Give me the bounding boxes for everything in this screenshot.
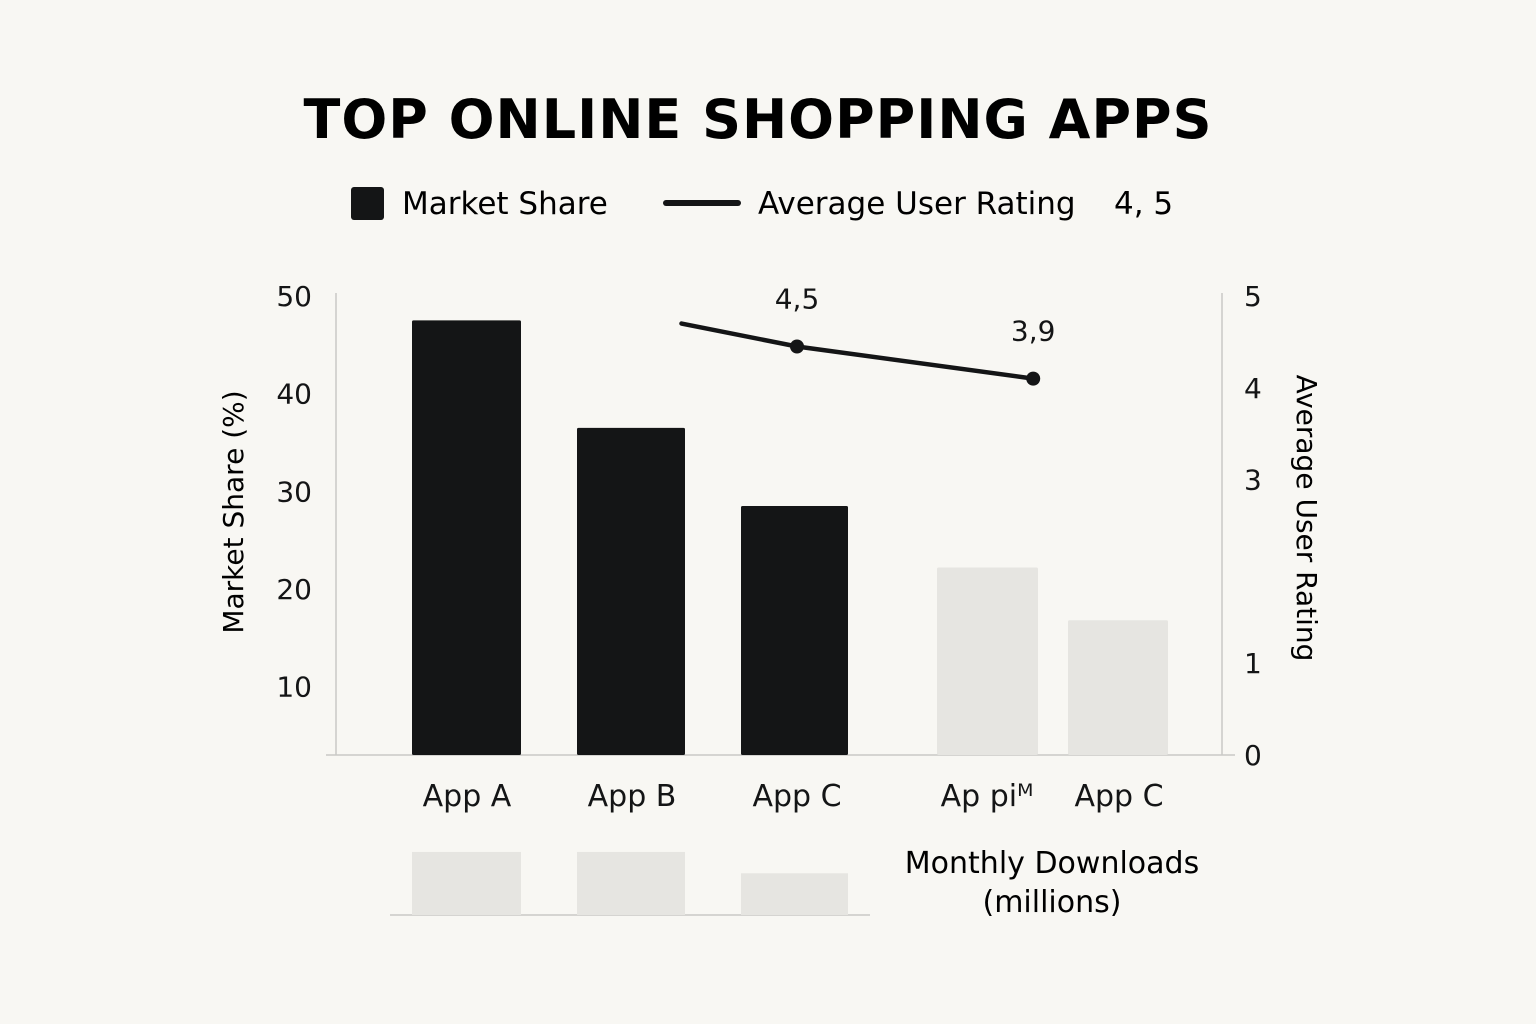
- category-label-0: App A: [423, 779, 512, 814]
- y-left-tick-label-4: 50: [276, 280, 312, 313]
- legend-label-market-share: Market Share: [402, 186, 608, 222]
- downloads-label-line2: (millions): [983, 885, 1122, 920]
- bar-1: [577, 427, 685, 755]
- bar-2: [741, 505, 848, 755]
- category-label-4: App C: [1074, 779, 1163, 814]
- rating-line: [679, 321, 1036, 381]
- y-right-tick-label-0: 0: [1244, 739, 1262, 772]
- chart-title: TOP ONLINE SHOPPING APPS: [304, 88, 1213, 151]
- category-label-3: Ap piᴹ: [941, 779, 1034, 814]
- rating-point-1: [790, 339, 804, 354]
- y-right-tick-label-2: 3: [1244, 464, 1262, 497]
- bar-4: [1068, 620, 1168, 755]
- y-left-tick-label-2: 30: [276, 475, 312, 508]
- downloads-bar-2: [741, 873, 848, 915]
- category-labels: App A App B App C Ap piᴹ App C: [423, 779, 1164, 814]
- y-left-tick-label-0: 10: [276, 671, 312, 704]
- downloads-bars: [412, 851, 848, 915]
- legend-extra-value: 4, 5: [1114, 186, 1173, 222]
- y-right-tick-label-1: 1: [1244, 647, 1262, 680]
- y-left-tick-label-1: 20: [276, 573, 312, 606]
- market-share-bars: [412, 320, 1168, 755]
- rating-data-label-1: 4,5: [775, 282, 820, 315]
- category-label-2: App C: [752, 779, 841, 814]
- legend-label-average-user-rating: Average User Rating: [758, 186, 1076, 222]
- y-right-tick-label-3: 4: [1244, 372, 1262, 405]
- bar-0: [412, 320, 521, 755]
- bar-3: [937, 567, 1038, 755]
- legend-swatch-market-share: [351, 187, 384, 220]
- category-label-1: App B: [588, 779, 677, 814]
- y-axis-right-ticks: 0 1 3 4 5: [1244, 280, 1262, 772]
- y-axis-left-title: Market Share (%): [217, 390, 250, 633]
- downloads-bar-1: [577, 851, 685, 915]
- downloads-bar-0: [412, 851, 521, 915]
- y-axis-left-ticks: 10 20 30 40 50: [276, 280, 312, 704]
- y-axis-right-title: Average User Rating: [1290, 375, 1323, 662]
- rating-data-label-2: 3,9: [1011, 315, 1056, 348]
- y-right-tick-label-4: 5: [1244, 280, 1262, 313]
- rating-point-2: [1026, 371, 1041, 386]
- rating-line-series: 4,5 3,9: [679, 282, 1056, 386]
- y-left-tick-label-3: 40: [276, 378, 312, 411]
- downloads-label-line1: Monthly Downloads: [905, 846, 1199, 881]
